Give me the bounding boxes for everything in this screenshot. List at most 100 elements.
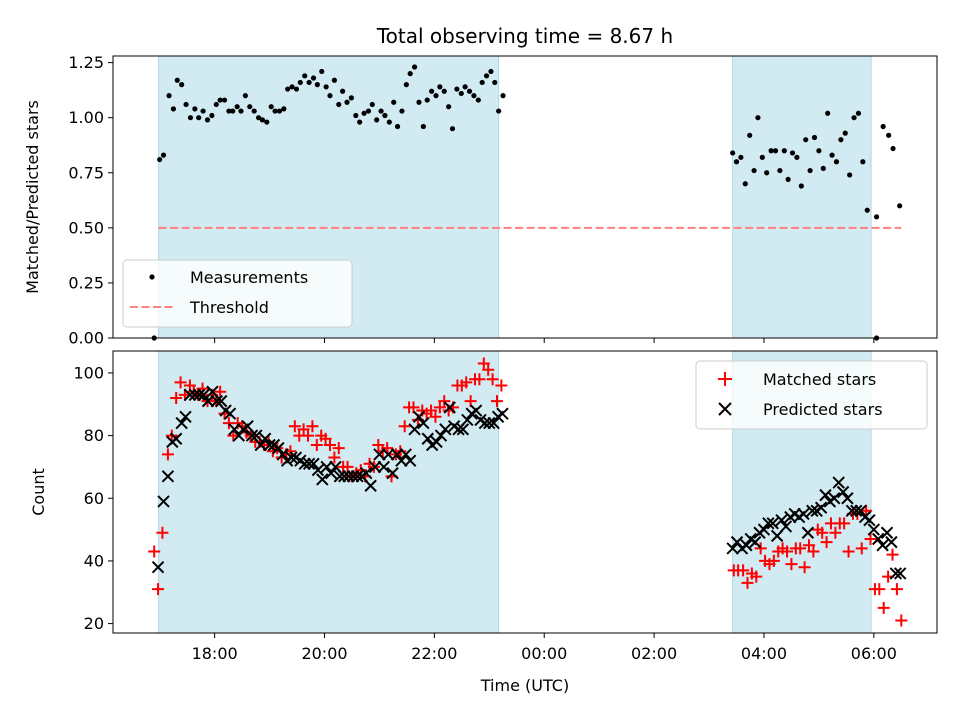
measurement-point [331,77,337,83]
measurement-point [496,108,502,114]
matched-star-point [895,614,908,627]
x-tick-label: 04:00 [741,644,787,663]
legend-matched-marker [718,372,732,386]
predicted-star-point [307,457,320,471]
predicted-star-point [876,539,889,552]
x-tick-label: 02:00 [631,644,677,663]
predicted-star-point [254,438,267,452]
matched-star-point [754,542,767,555]
measurement-point [179,82,185,88]
measurement-point [886,132,892,138]
predicted-star-point [889,567,903,580]
measurement-point [479,79,485,86]
matched-star-point [816,526,829,539]
measurement-point [344,99,350,105]
matched-star-point [798,561,811,574]
measurement-point [268,104,274,110]
matched-star-point [425,404,438,417]
predicted-star-point [762,517,775,530]
predicted-star-point [382,448,395,461]
matched-star-point [873,583,886,596]
predicted-star-point [806,504,819,518]
measurement-point [433,93,439,99]
measurement-point [738,154,744,160]
measurement-point [357,119,363,125]
measurement-point [424,97,430,103]
matched-star-point [785,558,798,571]
matched-star-point [433,401,446,414]
measurement-point [462,84,468,90]
bottom-y-tick-label: 40 [84,551,104,570]
predicted-star-point [298,457,311,471]
measurement-point [803,137,809,143]
measurement-point [437,84,443,90]
predicted-star-point [364,479,377,492]
predicted-star-point [845,504,859,518]
predicted-star-point [412,410,426,424]
predicted-star-point [872,532,885,546]
matched-star-point [297,423,310,436]
measurement-point [264,119,270,125]
measurement-point [794,154,800,160]
measurement-point [391,99,397,105]
predicted-star-point [193,388,206,402]
predicted-star-point [386,466,399,480]
top-y-tick-label: 0.00 [68,329,104,348]
predicted-star-point [395,454,408,467]
x-tick-label: 06:00 [851,644,897,663]
predicted-star-point [814,501,828,514]
measurement-point [820,165,826,171]
bottom-y-tick-label: 20 [84,614,104,633]
measurement-point [458,90,464,97]
top-shaded-window [732,55,872,339]
measurement-point [196,115,202,121]
matched-star-point [482,363,495,376]
measurement-point [394,123,401,130]
top-y-tick-label: 0.75 [68,163,104,182]
measurement-point [157,156,163,163]
measurement-point [403,82,409,88]
legend-predicted-label: Predicted stars [763,400,883,419]
measurement-point [807,167,813,174]
matched-star-point [152,583,165,596]
x-tick-label: 20:00 [301,644,347,663]
measurement-point [416,99,422,105]
legend-predicted-marker [718,402,732,416]
measurement-point [209,112,215,119]
predicted-star-point [439,423,452,436]
measurement-point [160,152,167,158]
matched-star-point [170,392,183,404]
matched-star-point [886,548,899,561]
measurement-point [204,117,211,123]
top-axis-ticks: 0.00 0.25 0.50 0.75 1.00 1.25 [68,53,875,348]
measurement-point [811,134,818,141]
predicted-star-point [880,526,894,539]
bottom-axis-ticks: 18:00 20:00 22:00 00:00 02:00 04:00 06:00 20 40 6… [73,363,896,663]
predicted-star-point [188,388,202,402]
predicted-star-point [285,451,298,464]
top-y-tick-label: 0.25 [68,273,104,292]
matched-star-point [741,576,754,589]
predicted-star-point [161,470,175,483]
top-panel: 0.00 0.25 0.50 0.75 1.00 1.25 Matched/Predict… [23,53,938,348]
matched-star-point [820,536,833,549]
measurement-point [855,110,862,116]
predicted-star-point [819,488,832,502]
predicted-star-point [775,513,788,527]
predicted-star-point [175,416,188,430]
measurement-point [242,93,248,99]
matched-star-point [398,420,411,433]
matched-star-point [794,542,807,555]
matched-star-point [214,385,227,398]
measurement-point [238,108,244,114]
measurement-point [374,117,380,123]
measurement-point [441,88,447,94]
predicted-star-point [496,407,509,420]
bottom-plot-area [148,357,908,627]
predicted-star-point [456,423,470,436]
predicted-star-point [272,441,285,455]
matched-star-point [842,545,855,558]
measurement-point [340,88,346,94]
predicted-star-point [828,492,841,505]
predicted-star-point [179,410,192,424]
